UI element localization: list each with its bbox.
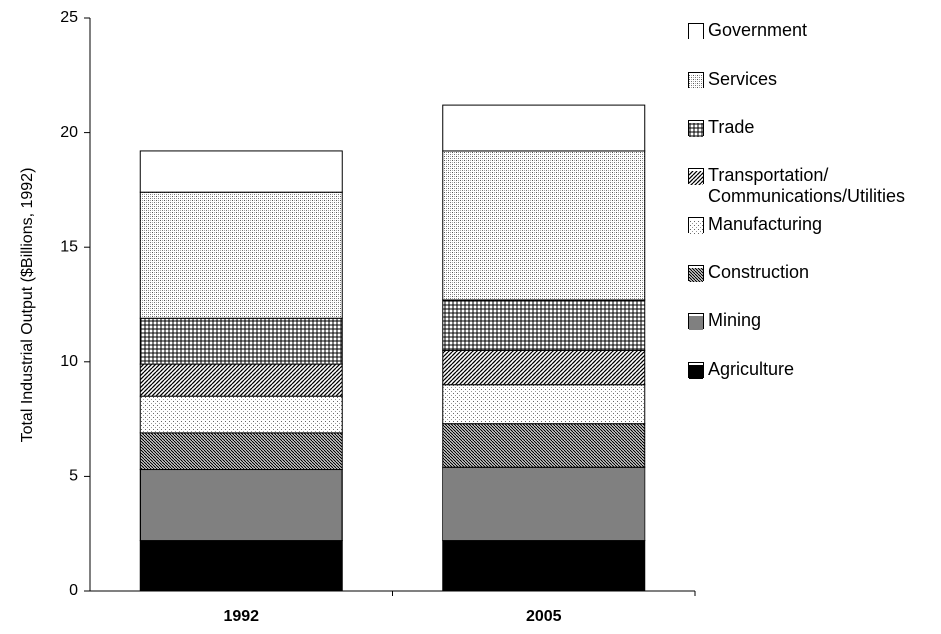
legend-item: Trade [688, 117, 754, 138]
x-tick-label: 2005 [526, 608, 562, 625]
legend-label: Construction [708, 262, 810, 282]
y-tick-label: 15 [60, 238, 78, 255]
legend-swatch [688, 23, 704, 40]
y-tick-label: 10 [60, 353, 78, 370]
bar-segment [442, 384, 646, 425]
legend-label: Trade [708, 117, 755, 137]
x-tick-label: 1992 [223, 608, 259, 625]
bar-segment [139, 540, 343, 592]
legend-swatch [688, 313, 704, 330]
bar-segment [139, 191, 343, 319]
legend-swatch [688, 120, 704, 137]
legend-label: Mining [708, 310, 762, 330]
bar-segment [442, 150, 646, 301]
legend-label: Services [708, 69, 778, 89]
legend-item: Agriculture [688, 359, 794, 380]
bar-segment [442, 423, 646, 468]
legend-item: Transportation/ Communications/Utilities [688, 165, 905, 207]
y-tick-label: 25 [60, 9, 78, 26]
legend-swatch [688, 362, 704, 379]
legend-item: Services [688, 69, 777, 90]
legend-item: Manufacturing [688, 214, 822, 235]
bar-segment [139, 395, 343, 434]
bar-segment [139, 432, 343, 471]
bar-segment [442, 540, 646, 592]
bar-segment [139, 317, 343, 365]
bar-segment [442, 349, 646, 386]
legend-item: Construction [688, 262, 809, 283]
legend-swatch [688, 168, 704, 185]
bar-segment [139, 150, 343, 193]
y-axis-label: Total Industrial Output ($Billions, 1992… [19, 168, 36, 443]
legend-label: Agriculture [708, 359, 795, 379]
legend-swatch [688, 72, 704, 89]
legend-item: Government [688, 20, 807, 41]
y-tick-label: 20 [60, 124, 78, 141]
legend-label: Government [708, 20, 808, 40]
y-tick-label: 5 [69, 468, 78, 485]
bar-segment [139, 469, 343, 542]
bar-segment [442, 466, 646, 542]
bar-segment [442, 299, 646, 351]
bar-segment [442, 104, 646, 152]
legend-swatch [688, 265, 704, 282]
legend-label: Manufacturing [708, 214, 823, 234]
y-tick-label: 0 [69, 582, 78, 599]
legend-label: Transportation/ Communications/Utilities [708, 165, 906, 206]
legend-item: Mining [688, 310, 761, 331]
legend-swatch [688, 217, 704, 234]
bar-segment [139, 363, 343, 397]
